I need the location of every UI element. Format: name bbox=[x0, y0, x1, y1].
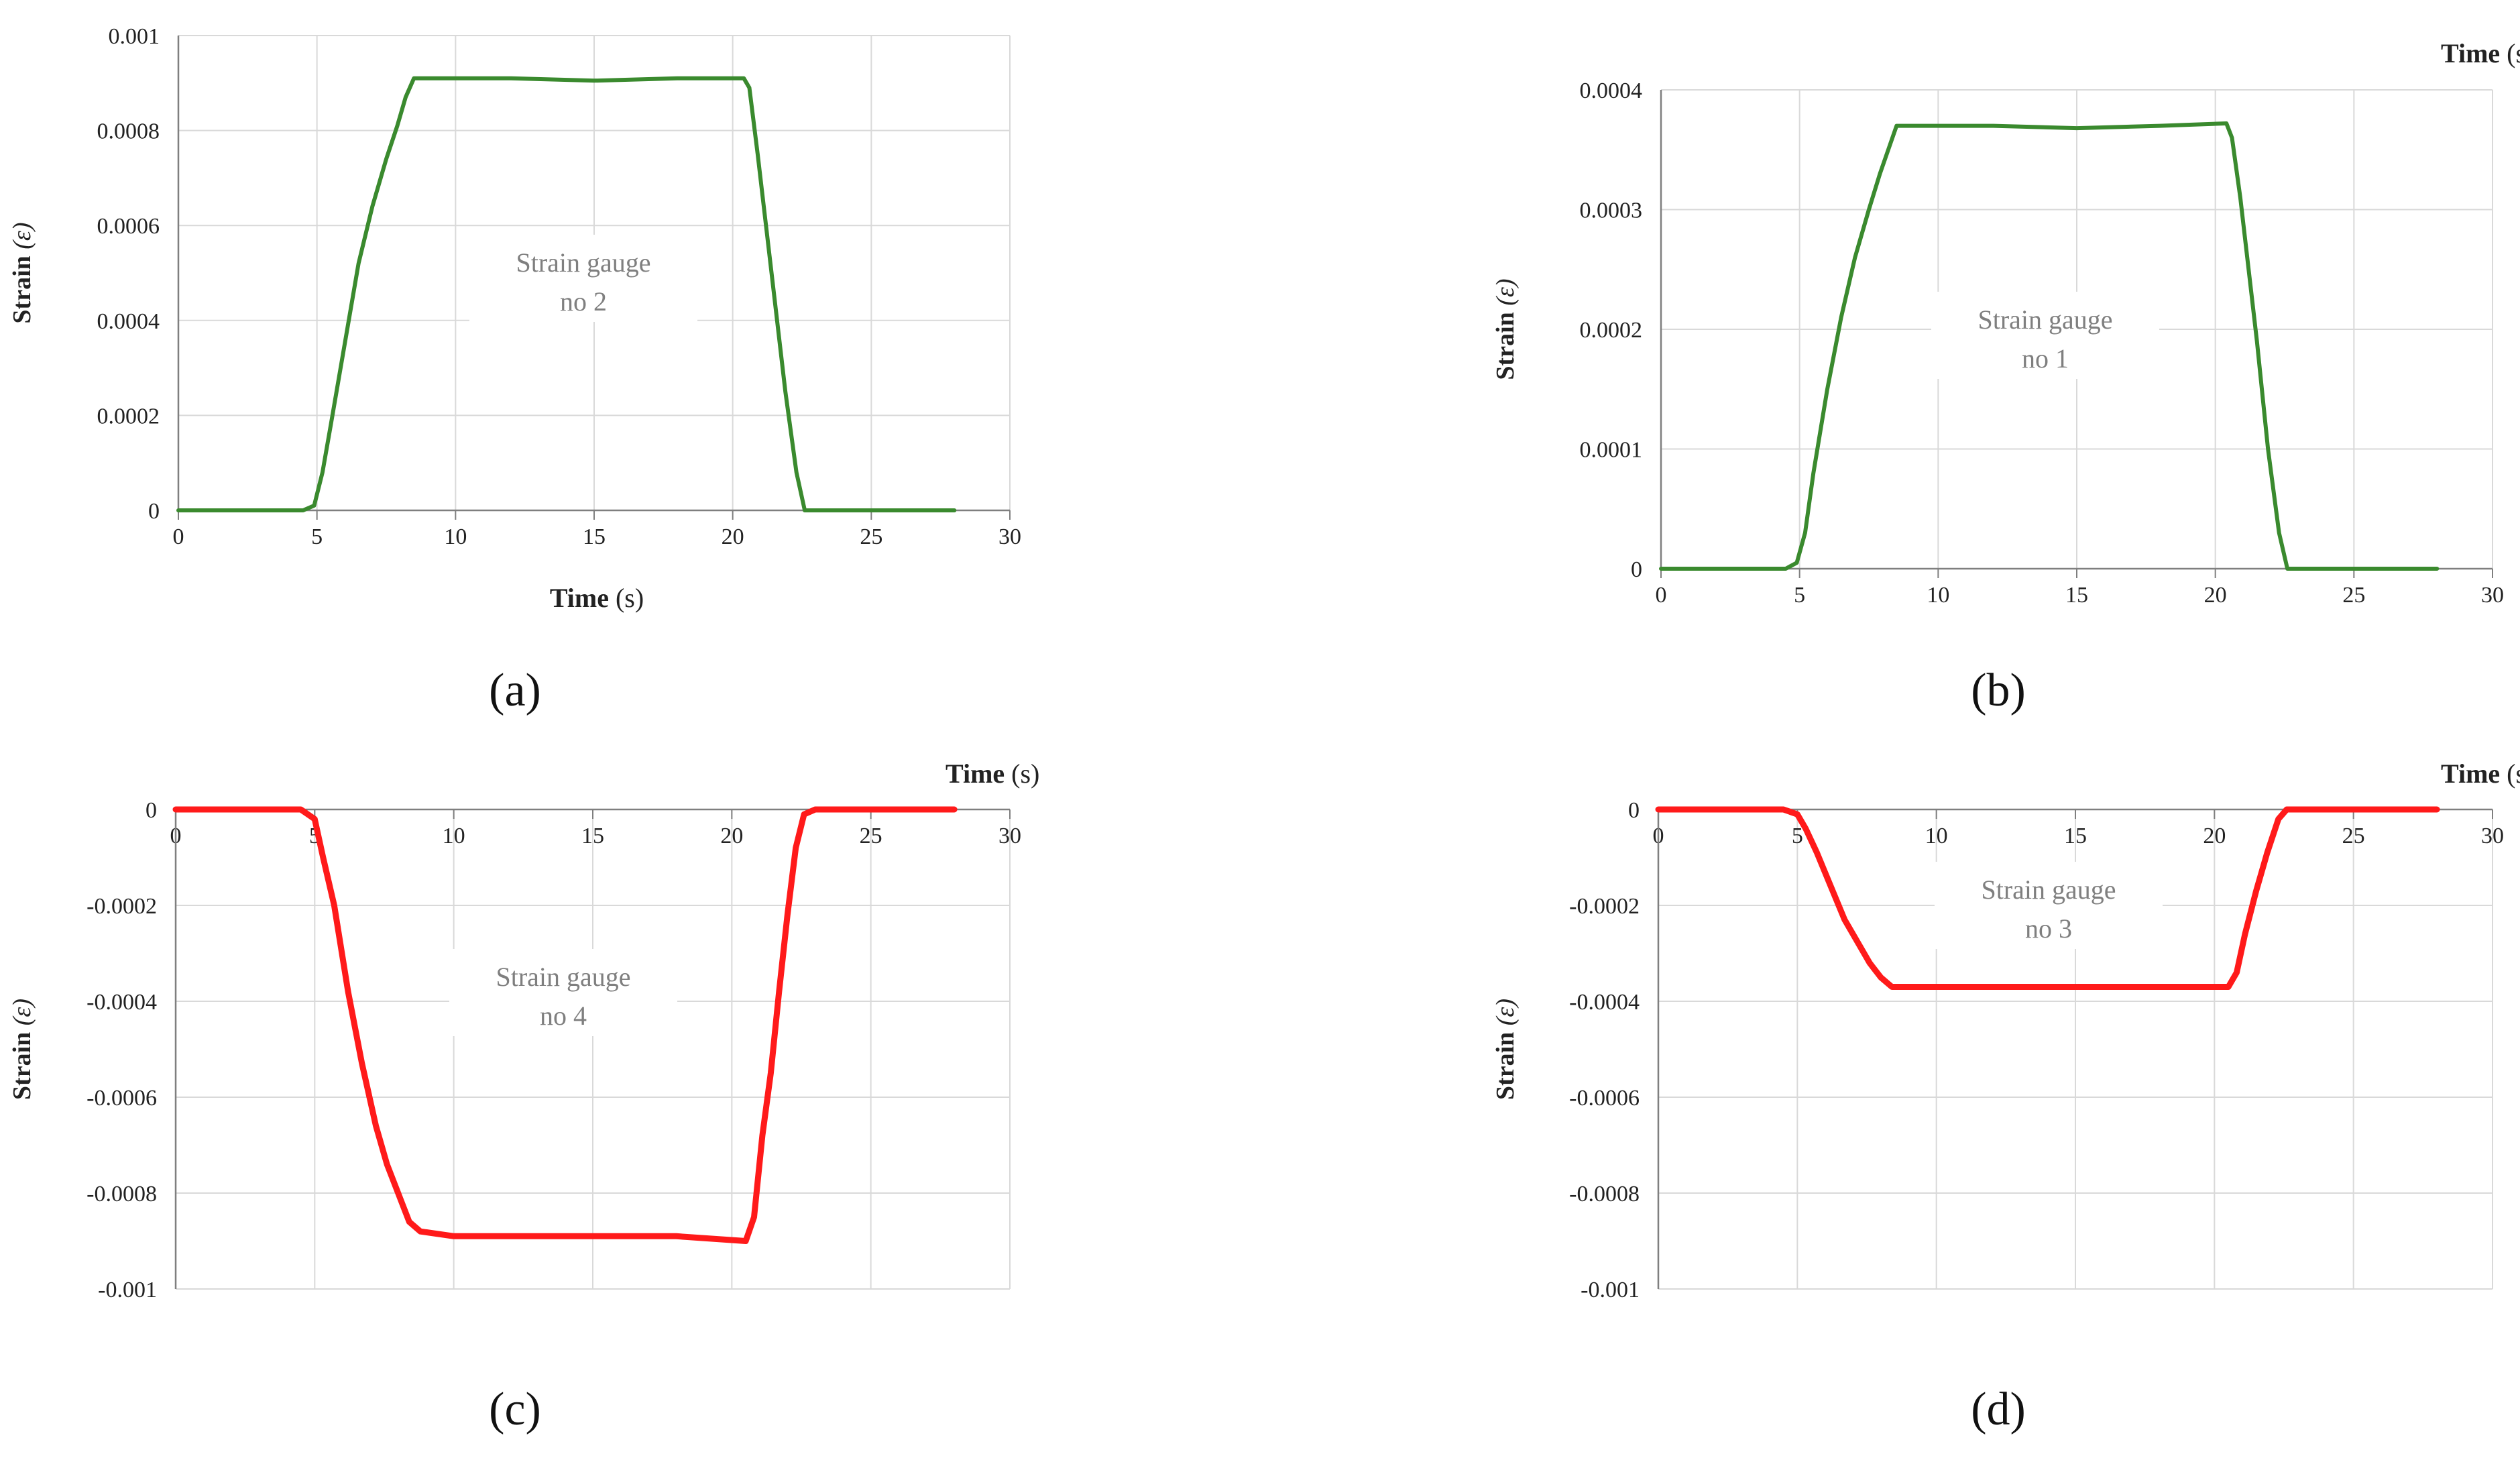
y-tick-label: -0.001 bbox=[98, 1278, 157, 1302]
x-tick-label: 25 bbox=[2342, 824, 2365, 848]
y-axis-title-unit: (ε) bbox=[1491, 278, 1520, 312]
annotation-box bbox=[1931, 292, 2159, 379]
annotation-line: no 1 bbox=[2022, 343, 2069, 374]
y-axis-title: Strain (ε) bbox=[8, 999, 36, 1100]
y-tick-label: 0 bbox=[1631, 557, 1642, 582]
x-tick-label: 30 bbox=[998, 824, 1021, 848]
x-tick-label: 15 bbox=[581, 824, 604, 848]
series-line bbox=[1659, 121, 2440, 571]
x-axis-title: Time (s) bbox=[2441, 38, 2520, 68]
y-axis-title: Strain (ε) bbox=[8, 222, 36, 323]
annotation-line: Strain gauge bbox=[496, 962, 630, 992]
x-tick-label: 0 bbox=[173, 524, 184, 549]
y-tick-label: 0.0008 bbox=[97, 119, 160, 144]
y-tick-label: 0.0002 bbox=[1580, 318, 1643, 343]
annotation-box bbox=[469, 235, 697, 322]
x-axis-title-unit: (s) bbox=[609, 583, 644, 613]
series-line bbox=[176, 76, 957, 512]
x-tick-label: 5 bbox=[311, 524, 323, 549]
x-axis-title: Time (s) bbox=[550, 583, 644, 613]
y-tick-label: 0.001 bbox=[109, 24, 160, 49]
caption-c: (c) bbox=[489, 1384, 541, 1435]
y-tick-label: -0.0004 bbox=[1569, 990, 1640, 1015]
caption-a: (a) bbox=[489, 665, 541, 716]
y-tick-label: 0 bbox=[1628, 798, 1640, 823]
y-tick-label: 0.0002 bbox=[97, 404, 160, 429]
chart-panel-3: 0-0.0002-0.0004-0.0006-0.0008-0.00105101… bbox=[8, 759, 1039, 1302]
y-axis-title-unit: (ε) bbox=[1491, 999, 1520, 1032]
y-axis-title: Strain (ε) bbox=[1491, 999, 1520, 1100]
y-tick-label: 0.0006 bbox=[97, 214, 160, 239]
y-tick-label: -0.0004 bbox=[87, 990, 157, 1015]
x-tick-label: 20 bbox=[722, 524, 744, 549]
y-tick-label: 0 bbox=[146, 798, 157, 823]
x-axis-title: Time (s) bbox=[946, 759, 1039, 789]
x-tick-label: 30 bbox=[2481, 583, 2504, 608]
y-tick-label: -0.0002 bbox=[1569, 894, 1640, 919]
x-tick-label: 25 bbox=[860, 824, 882, 848]
series-line bbox=[1655, 806, 2440, 990]
x-tick-label: 30 bbox=[2481, 824, 2504, 848]
y-tick-label: -0.0002 bbox=[87, 894, 157, 919]
y-axis-title-main: Strain bbox=[1491, 312, 1520, 380]
y-tick-label: 0 bbox=[148, 499, 160, 524]
x-tick-label: 15 bbox=[583, 524, 606, 549]
x-tick-label: 20 bbox=[720, 824, 743, 848]
x-axis-title: Time (s) bbox=[2441, 759, 2520, 789]
y-tick-label: 0.0001 bbox=[1580, 438, 1643, 463]
chart-panel-2: 0 0.0001 0.0002 0.0003 0.0004 0 5 10 15 20 25 30 Str… bbox=[1491, 38, 2520, 608]
annotation-box bbox=[449, 949, 677, 1036]
x-tick-label: 10 bbox=[1925, 824, 1948, 848]
x-tick-label: 10 bbox=[443, 824, 465, 848]
y-tick-label: -0.0008 bbox=[87, 1182, 157, 1206]
y-axis-title-unit: (ε) bbox=[8, 999, 36, 1032]
x-tick-label: 10 bbox=[444, 524, 467, 549]
y-tick-label: -0.0008 bbox=[1569, 1182, 1640, 1206]
x-tick-label: 10 bbox=[1927, 583, 1949, 608]
x-axis-title-unit: (s) bbox=[2500, 759, 2520, 789]
x-axis-title-unit: (s) bbox=[1005, 759, 1039, 789]
chart-panel-1: 0 0.0002 0.0004 0.0006 0.0008 0.001 0 5 10 15 20 25… bbox=[8, 24, 1021, 613]
y-tick-label: 0.0003 bbox=[1580, 199, 1643, 223]
caption-b: (b) bbox=[1971, 665, 2026, 716]
chart-panel-4: 0-0.0002-0.0004-0.0006-0.0008-0.00105101… bbox=[1491, 759, 2520, 1302]
annotation-line: Strain gauge bbox=[516, 247, 650, 278]
x-tick-label: 5 bbox=[1794, 583, 1805, 608]
x-axis-title-unit: (s) bbox=[2500, 38, 2520, 68]
x-axis-title-main: Time bbox=[2441, 759, 2500, 789]
annotation-box bbox=[1935, 862, 2163, 949]
x-tick-label: 25 bbox=[2342, 583, 2365, 608]
x-axis-title-main: Time bbox=[550, 583, 609, 613]
annotation-line: Strain gauge bbox=[1981, 875, 2116, 905]
caption-d: (d) bbox=[1971, 1384, 2026, 1435]
y-tick-label: -0.0006 bbox=[87, 1086, 157, 1111]
y-tick-label: -0.0006 bbox=[1569, 1086, 1640, 1111]
y-axis-title-main: Strain bbox=[1491, 1032, 1520, 1100]
x-tick-label: 5 bbox=[1792, 824, 1803, 848]
x-axis-title-main: Time bbox=[2441, 38, 2500, 68]
y-tick-label: 0.0004 bbox=[97, 309, 160, 334]
annotation-line: no 2 bbox=[560, 286, 607, 317]
x-tick-label: 30 bbox=[998, 524, 1021, 549]
x-tick-label: 20 bbox=[2203, 824, 2226, 848]
x-tick-label: 15 bbox=[2064, 824, 2087, 848]
y-tick-label: 0.0004 bbox=[1580, 78, 1643, 103]
y-tick-label: -0.001 bbox=[1581, 1278, 1640, 1302]
annotation-line: no 4 bbox=[540, 1001, 587, 1031]
y-axis-title-main: Strain bbox=[8, 1032, 36, 1100]
x-tick-label: 20 bbox=[2204, 583, 2227, 608]
y-axis-title-unit: (ε) bbox=[8, 222, 36, 256]
series-line bbox=[172, 806, 958, 1244]
x-tick-label: 25 bbox=[860, 524, 882, 549]
x-axis-title-main: Time bbox=[946, 759, 1005, 789]
x-tick-label: 0 bbox=[1656, 583, 1667, 608]
annotation-line: no 3 bbox=[2025, 913, 2072, 944]
y-axis-title: Strain (ε) bbox=[1491, 278, 1520, 380]
y-axis-title-main: Strain bbox=[8, 256, 36, 323]
x-tick-label: 15 bbox=[2065, 583, 2088, 608]
annotation-line: Strain gauge bbox=[1978, 304, 2112, 335]
